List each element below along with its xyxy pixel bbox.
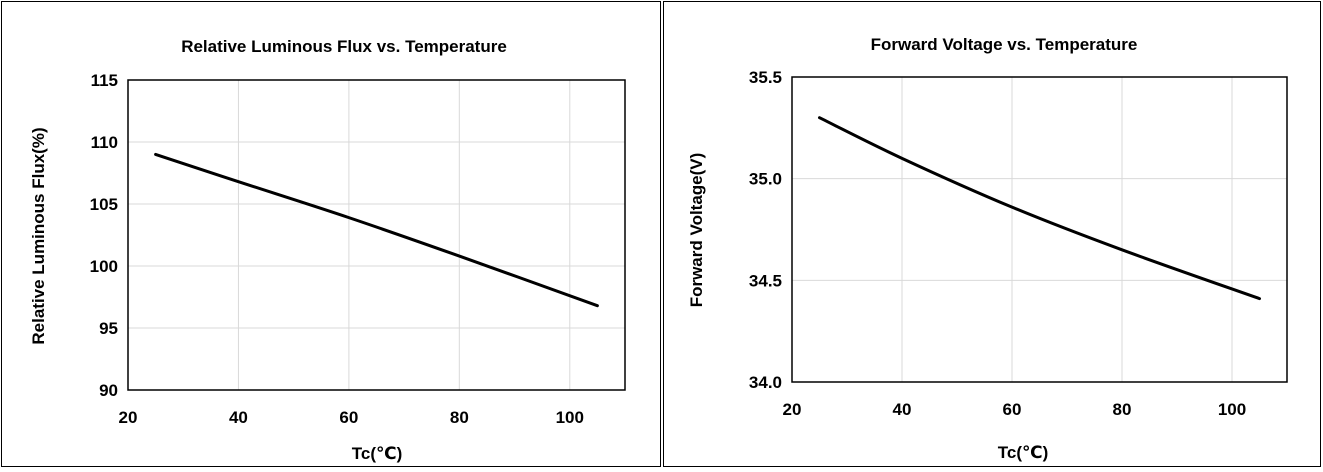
luminous-flux-chart-panel: Relative Luminous Flux vs. Temperature T… [1, 1, 661, 467]
y-tick-label: 105 [90, 195, 118, 214]
x-tick-label: 40 [229, 408, 248, 427]
forward-voltage-chart-panel: Forward Voltage vs. Temperature Tc(℃) Fo… [663, 1, 1321, 467]
forward-voltage-chart: Forward Voltage vs. Temperature Tc(℃) Fo… [687, 35, 1288, 462]
y-tick-label: 90 [99, 381, 118, 400]
x-tick-label: 100 [1218, 400, 1246, 419]
x-tick-label: 40 [893, 400, 912, 419]
y-tick-label: 100 [90, 257, 118, 276]
y-tick-label: 115 [91, 71, 118, 90]
chart-title: Forward Voltage vs. Temperature [871, 35, 1138, 54]
y-tick-label: 35.0 [749, 170, 782, 189]
plot-area-frame [791, 76, 1288, 383]
series-line [818, 116, 1261, 301]
y-tick-label: 95 [99, 319, 118, 338]
x-tick-label: 20 [783, 400, 802, 419]
x-tick-label: 60 [339, 408, 358, 427]
x-tick-label: 80 [1113, 400, 1132, 419]
y-tick-label: 110 [91, 133, 118, 152]
x-tick-label: 80 [450, 408, 469, 427]
series-line [154, 152, 599, 308]
luminous-flux-chart: Relative Luminous Flux vs. Temperature T… [29, 37, 626, 463]
y-axis-label: Forward Voltage(V) [687, 153, 706, 308]
x-axis-label: Tc(℃) [352, 444, 403, 463]
y-axis-label: Relative Luminous Flux(%) [29, 127, 48, 344]
y-tick-label: 35.5 [749, 68, 782, 87]
x-tick-label: 60 [1003, 400, 1022, 419]
y-tick-label: 34.0 [749, 373, 782, 392]
x-axis-label: Tc(℃) [998, 443, 1049, 462]
x-tick-label: 20 [119, 408, 138, 427]
chart-title: Relative Luminous Flux vs. Temperature [181, 37, 507, 56]
plot-area-frame [127, 79, 626, 391]
y-tick-label: 34.5 [749, 271, 782, 290]
x-tick-label: 100 [556, 408, 584, 427]
